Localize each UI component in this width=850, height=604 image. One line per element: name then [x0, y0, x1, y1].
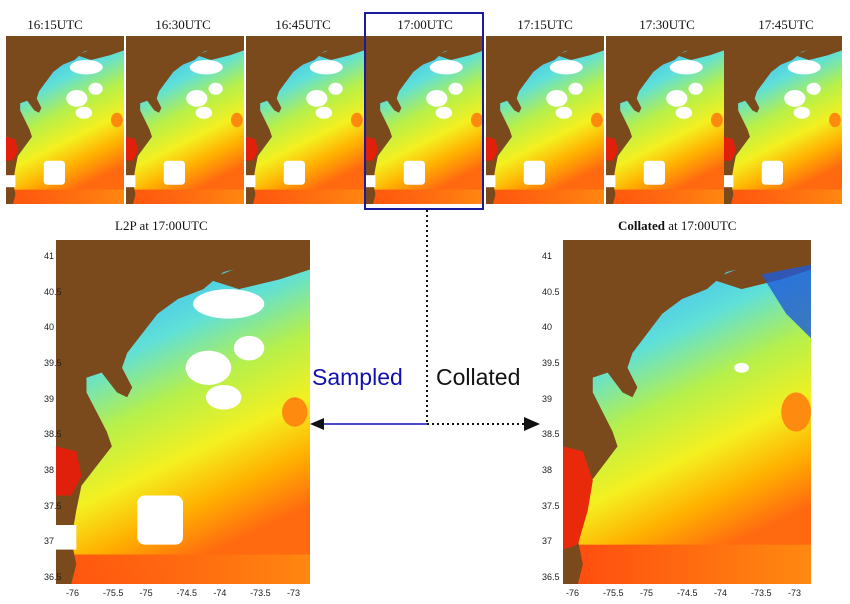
right-lat-tick: 40.5: [542, 286, 560, 297]
frame-label: 17:30UTC: [639, 17, 695, 32]
left-lon-tick: -73.5: [250, 588, 271, 598]
right-lon-tick: -73: [788, 588, 802, 598]
frame-label: 17:45UTC: [758, 17, 814, 32]
sampled-label: Sampled: [312, 364, 403, 390]
left-lat-tick: 41: [44, 251, 55, 261]
left-lon-tick: -74: [213, 588, 227, 598]
right-lon-tick: -76: [566, 588, 580, 598]
collated-label: Collated: [436, 364, 521, 390]
left-lon-tick: -74.5: [176, 588, 198, 598]
right-lon-tick: -73.5: [751, 588, 772, 598]
frame-label: 17:15UTC: [517, 17, 573, 32]
frame-thumbnail: [126, 36, 244, 204]
sampled-arrowhead: [310, 418, 324, 430]
collated-map: [563, 240, 811, 584]
frame-label: 16:30UTC: [155, 17, 211, 32]
right-lat-tick: 36.5: [542, 572, 560, 582]
right-lat-tick: 41: [542, 251, 553, 261]
left-lat-tick: 38: [44, 465, 55, 475]
l2p-map: [56, 240, 310, 584]
left-lat-tick: 37: [44, 536, 55, 547]
left-lat-tick: 40: [44, 322, 55, 333]
left-lon-tick: -75: [139, 588, 153, 598]
right-lat-tick: 37: [542, 536, 553, 547]
left-lon-tick: -76: [66, 588, 80, 598]
frame-thumbnail: [246, 36, 364, 204]
frame-label: 16:15UTC: [27, 17, 83, 32]
right-lon-tick: -75: [640, 588, 654, 598]
left-lat-tick: 36.5: [44, 572, 62, 582]
frame-thumbnail: [606, 36, 724, 204]
left-lat-tick: 38.5: [44, 429, 62, 440]
frame-thumbnail: [724, 36, 842, 204]
right-lat-tick: 40: [542, 322, 553, 333]
right-lat-tick: 39: [542, 393, 553, 404]
right-title-bold: Collated: [618, 218, 665, 233]
highlight-box: [364, 12, 484, 210]
frame-thumbnail: [486, 36, 604, 204]
left-panel-title: L2P at 17:00UTC: [115, 218, 208, 233]
right-lon-tick: -75.5: [603, 588, 624, 598]
frame-thumbnail: [6, 36, 124, 204]
frame-label: 16:45UTC: [275, 17, 331, 32]
left-lat-tick: 37.5: [44, 500, 62, 511]
right-lon-tick: -74: [714, 588, 728, 598]
collated-arrowhead: [524, 417, 540, 431]
connector-diagram: [310, 210, 540, 431]
left-lat-tick: 39.5: [44, 358, 62, 368]
left-lon-tick: -75.5: [102, 588, 124, 598]
right-panel-title: Collated at 17:00UTC: [618, 218, 736, 234]
left-lat-tick: 39: [44, 393, 55, 404]
right-lat-tick: 38.5: [542, 429, 560, 440]
right-lat-tick: 38: [542, 465, 553, 475]
left-lat-tick: 40.5: [44, 286, 62, 297]
right-lon-tick: -74.5: [677, 588, 698, 598]
right-lat-tick: 37.5: [542, 500, 560, 511]
frame-label: 17:00UTC: [397, 17, 453, 32]
right-title-rest: at 17:00UTC: [664, 218, 737, 233]
right-lat-tick: 39.5: [542, 358, 560, 368]
left-lon-tick: -73: [287, 588, 301, 598]
